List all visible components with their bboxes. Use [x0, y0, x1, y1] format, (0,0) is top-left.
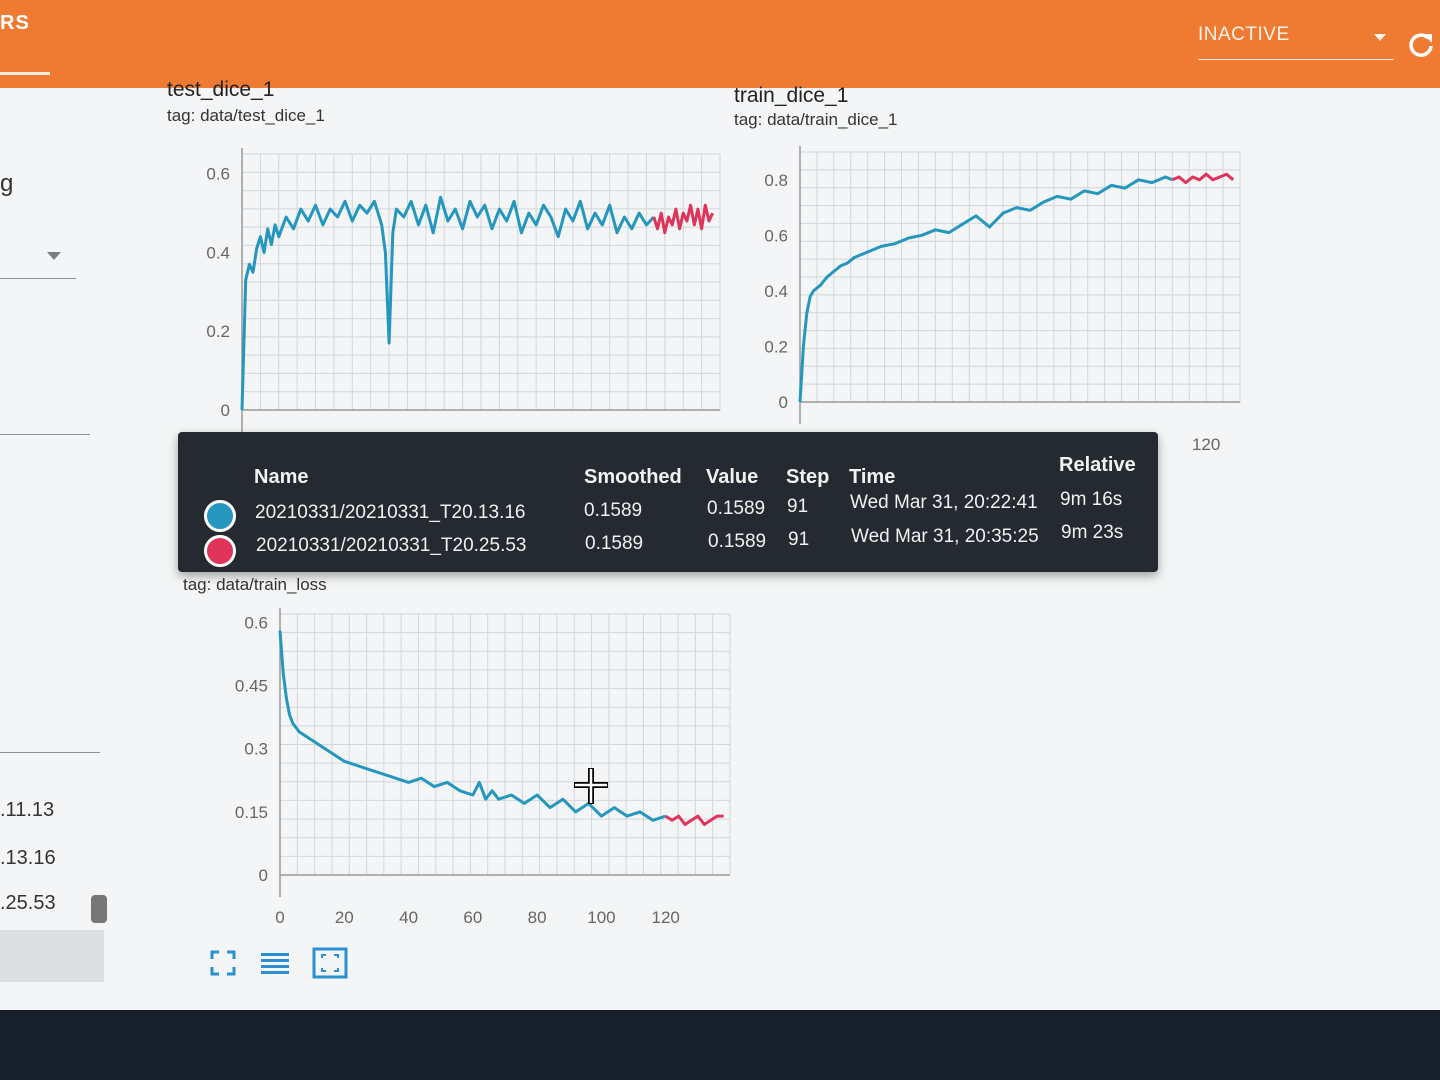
- tooltip-value: 0.1589: [707, 498, 766, 519]
- x-tick-label: 120: [652, 908, 680, 927]
- tooltip-header-step: Step: [786, 466, 830, 488]
- tooltip-relative: 9m 23s: [1061, 522, 1124, 543]
- series-line-0: [798, 175, 1173, 403]
- tooltip-run-name: 20210331/20210331_T20.13.16: [255, 502, 526, 523]
- chart-grid: [241, 153, 721, 411]
- y-tick-label: 0.6: [206, 165, 230, 184]
- divider: [0, 434, 90, 435]
- tooltip-run-name: 20210331/20210331_T20.25.53: [256, 535, 527, 556]
- x-tick-label: 60: [463, 908, 482, 927]
- sidebar-run-item[interactable]: .13.16: [0, 847, 56, 869]
- dropdown-label: INACTIVE: [1198, 24, 1290, 45]
- tooltip-header-name: Name: [254, 466, 309, 488]
- y-tick-label: 0.15: [235, 803, 268, 822]
- x-tick-label: 100: [587, 908, 615, 927]
- run-color-swatch: [204, 535, 236, 567]
- hover-tooltip: Name Smoothed Value Step Time Relative 2…: [178, 432, 1158, 572]
- chart-tag: tag: data/test_dice_1: [167, 106, 325, 125]
- y-tick-label: 0: [259, 866, 268, 885]
- tooltip-relative: 9m 16s: [1060, 489, 1123, 510]
- y-tick-label: 0.6: [764, 226, 788, 245]
- tooltip-step: 91: [788, 529, 810, 550]
- fit-domain-button[interactable]: [312, 946, 348, 980]
- y-tick-label: 0.4: [206, 243, 230, 262]
- top-app-bar: RS INACTIVE: [0, 0, 1440, 88]
- sidebar-run-item[interactable]: .11.13: [0, 799, 55, 821]
- x-tick-label: 40: [399, 908, 418, 927]
- y-tick-label: 0.2: [764, 337, 788, 356]
- x-tick-label: 80: [528, 908, 547, 927]
- train-dice-chart[interactable]: 00.20.40.60.8020406080100120: [740, 140, 1260, 470]
- y-tick-label: 0: [779, 393, 788, 412]
- app-title: RS: [0, 12, 30, 34]
- sidebar-scrollbar[interactable]: [91, 895, 107, 923]
- tooltip-header-relative: Relative: [1059, 454, 1136, 476]
- y-tick-label: 0.45: [235, 677, 268, 696]
- divider: [0, 752, 100, 753]
- series-line-1: [1171, 172, 1235, 185]
- chart-grid: [279, 613, 731, 876]
- x-tick-label: 20: [335, 908, 354, 927]
- active-tab-indicator: [0, 72, 50, 75]
- chart-tag: tag: data/train_dice_1: [734, 110, 898, 129]
- y-tick-label: 0.8: [764, 171, 788, 190]
- tooltip-value: 0.1589: [708, 531, 767, 552]
- run-color-swatch: [204, 500, 236, 532]
- tooltip-time: Wed Mar 31, 20:22:41: [850, 492, 1038, 513]
- y-tick-label: 0.3: [244, 740, 268, 759]
- y-tick-label: 0.4: [764, 282, 788, 301]
- y-tick-label: 0.6: [244, 613, 268, 632]
- train-loss-chart[interactable]: 0 0.15 0.3 0.45 0.6 0 20 40 60 80 100 120: [210, 600, 750, 935]
- tooltip-smoothed: 0.1589: [585, 533, 644, 554]
- tooltip-header-value: Value: [706, 466, 759, 488]
- sidebar-run-item[interactable]: .25.53: [0, 892, 56, 914]
- y-tick-label: 0.2: [206, 322, 230, 341]
- series-line-0: [240, 195, 655, 411]
- chart-title: test_dice_1: [167, 78, 275, 101]
- x-tick-label: 120: [1192, 435, 1220, 454]
- sidebar-footer: [0, 930, 104, 982]
- tooltip-step: 91: [787, 496, 809, 517]
- tooltip-header-smoothed: Smoothed: [584, 466, 682, 488]
- fullscreen-button[interactable]: [206, 946, 240, 980]
- series-line-1: [664, 814, 724, 826]
- sidebar: g .11.13 .13.16 .25.53: [0, 88, 112, 1018]
- reload-button[interactable]: [1404, 28, 1438, 62]
- series-line-1: [652, 203, 714, 235]
- toggle-log-scale-button[interactable]: [258, 946, 292, 980]
- monitor-bezel: [0, 1010, 1440, 1080]
- tooltip-header-time: Time: [849, 466, 896, 488]
- inactive-dashboards-dropdown[interactable]: INACTIVE: [1198, 20, 1394, 60]
- x-tick-label: 0: [275, 908, 284, 927]
- chart-tag: tag: data/train_loss: [183, 575, 327, 594]
- chevron-down-icon: [1374, 34, 1386, 41]
- tooltip-time: Wed Mar 31, 20:35:25: [851, 526, 1039, 547]
- sidebar-partial-label: g: [0, 170, 14, 197]
- tooltip-smoothed: 0.1589: [584, 500, 643, 521]
- refresh-icon: [1409, 33, 1433, 57]
- chevron-down-icon[interactable]: [47, 252, 61, 260]
- divider: [0, 278, 76, 279]
- chart-title: train_dice_1: [734, 84, 849, 107]
- fit-domain-icon: [312, 947, 348, 979]
- toggle-log-scale-icon: [261, 953, 289, 974]
- series-line-0: [278, 630, 667, 822]
- chart-grid: [799, 151, 1241, 403]
- fullscreen-icon: [210, 950, 236, 976]
- y-tick-label: 0: [221, 401, 230, 420]
- crosshair-cursor-icon: [574, 768, 608, 804]
